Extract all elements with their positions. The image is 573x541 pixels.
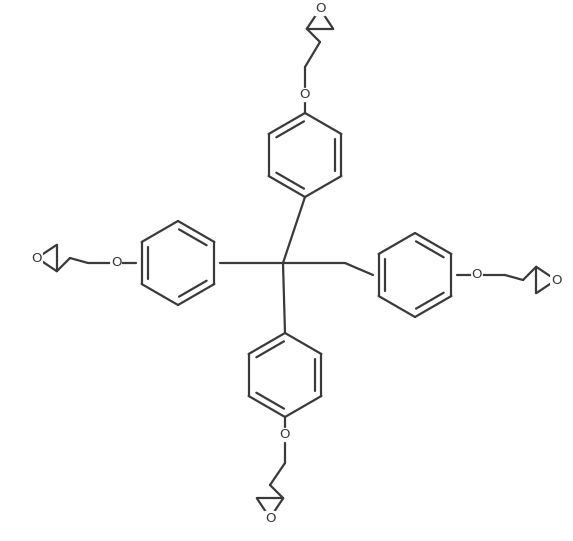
Text: O: O bbox=[32, 252, 42, 265]
Text: O: O bbox=[472, 268, 482, 281]
Text: O: O bbox=[280, 428, 291, 441]
Text: O: O bbox=[265, 511, 275, 525]
Text: O: O bbox=[551, 274, 561, 287]
Text: O: O bbox=[111, 256, 121, 269]
Text: O: O bbox=[300, 89, 310, 102]
Text: O: O bbox=[315, 3, 325, 16]
